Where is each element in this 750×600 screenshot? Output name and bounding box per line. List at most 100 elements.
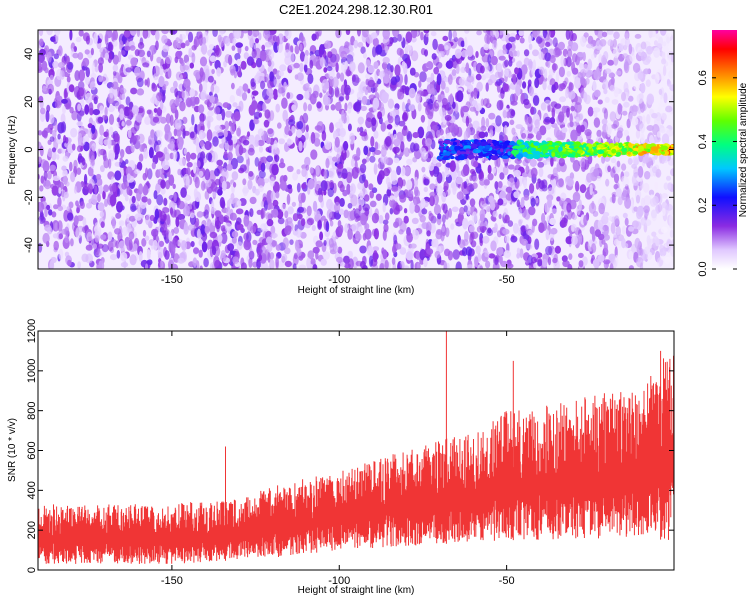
- heatmap-cell: [356, 127, 361, 133]
- heatmap-cell: [369, 146, 376, 153]
- heatmap-cell: [529, 183, 535, 194]
- heatmap-cell: [392, 30, 400, 38]
- heatmap-cell: [524, 115, 529, 125]
- heatmap-cell: [148, 147, 154, 159]
- heatmap-cell: [183, 148, 187, 155]
- heatmap-cell: [158, 75, 165, 88]
- heatmap-cell: [426, 221, 432, 233]
- heatmap-cell: [571, 235, 578, 246]
- heatmap-cell: [519, 248, 524, 259]
- heatmap-cell: [120, 149, 125, 158]
- heatmap-cell: [85, 92, 93, 104]
- heatmap-cell: [574, 77, 582, 89]
- heatmap-cell: [268, 49, 275, 60]
- heatmap-cell: [360, 260, 366, 269]
- heatmap-cell: [142, 62, 150, 68]
- heatmap-cell: [269, 176, 275, 187]
- heatmap-cell: [341, 62, 347, 73]
- heatmap-cell: [189, 202, 193, 210]
- heatmap-cell: [398, 120, 406, 127]
- heatmap-cell: [272, 199, 279, 207]
- heatmap-cell: [189, 131, 195, 139]
- heatmap-cell: [262, 30, 271, 40]
- heatmap-cell: [196, 160, 201, 168]
- heatmap-cell: [558, 157, 566, 167]
- heatmap-cell: [482, 203, 490, 210]
- heatmap-cell: [216, 159, 223, 166]
- heatmap-cell: [483, 30, 487, 33]
- heatmap-cell: [57, 205, 64, 212]
- heatmap-cell: [183, 224, 189, 235]
- heatmap-cell: [174, 87, 179, 98]
- heatmap-cell: [329, 220, 334, 227]
- heatmap-cell: [479, 265, 483, 269]
- heatmap-cell: [579, 184, 587, 194]
- heatmap-cell: [567, 48, 573, 59]
- heatmap-cell: [373, 61, 379, 69]
- heatmap-cell: [557, 41, 566, 51]
- heatmap-cell: [365, 59, 371, 68]
- heatmap-cell: [38, 61, 42, 69]
- heatmap-cell: [54, 30, 61, 36]
- heatmap-cell: [593, 117, 601, 128]
- heatmap-cell: [514, 158, 522, 165]
- heatmap-cell: [666, 51, 672, 61]
- heatmap-cell: [403, 166, 411, 177]
- heatmap-cell: [449, 160, 456, 172]
- heatmap-cell: [359, 190, 364, 201]
- heatmap-cell: [323, 169, 328, 180]
- heatmap-cell: [474, 256, 479, 268]
- heatmap-cell: [144, 263, 149, 269]
- heatmap-cell: [58, 187, 62, 194]
- heatmap-cell: [198, 83, 203, 93]
- heatmap-cell: [372, 37, 379, 47]
- heatmap-cell: [175, 216, 180, 228]
- heatmap-cell: [515, 84, 521, 97]
- heatmap-cell: [254, 231, 261, 237]
- heatmap-cell: [314, 210, 321, 218]
- heatmap-cell: [406, 179, 413, 191]
- heatmap-cell: [99, 105, 104, 114]
- heatmap-cell: [145, 167, 149, 178]
- heatmap-cell: [532, 95, 540, 106]
- heatmap-cell: [393, 234, 398, 245]
- heatmap-cell: [156, 140, 162, 146]
- heatmap-cell: [626, 135, 630, 143]
- heatmap-cell: [265, 159, 271, 170]
- heatmap-cell: [419, 71, 427, 83]
- heatmap-cell: [223, 129, 228, 138]
- heatmap-cell: [643, 219, 652, 227]
- heatmap-cell: [349, 132, 355, 145]
- heatmap-cell: [148, 134, 156, 145]
- heatmap-cell: [42, 232, 50, 244]
- heatmap-cell: [410, 243, 417, 249]
- heatmap-cell: [661, 46, 669, 53]
- heatmap-cell: [284, 247, 291, 255]
- heatmap-cell: [580, 76, 586, 86]
- heatmap-cell: [657, 203, 662, 213]
- heatmap-cell: [348, 45, 354, 51]
- heatmap-cell: [289, 239, 294, 246]
- heatmap-cell: [91, 124, 96, 134]
- heatmap-cell: [373, 149, 382, 155]
- heatmap-cell: [441, 225, 446, 233]
- heatmap-cell: [150, 96, 158, 104]
- signal-cell: [469, 143, 478, 149]
- heatmap-cell: [417, 126, 425, 139]
- heatmap-cell: [670, 52, 674, 63]
- heatmap-cell: [505, 42, 513, 51]
- heatmap-cell: [378, 170, 385, 180]
- heatmap-cell: [141, 238, 147, 247]
- heatmap-cell: [347, 105, 352, 114]
- heatmap-cell: [125, 96, 131, 106]
- heatmap-cell: [150, 30, 157, 36]
- heatmap-cell: [442, 214, 446, 224]
- signal-cell: [438, 140, 443, 144]
- heatmap-cell: [147, 168, 153, 180]
- heatmap-cell: [441, 191, 447, 203]
- heatmap-cell: [551, 107, 555, 119]
- heatmap-cell: [119, 108, 125, 120]
- heatmap-cell: [426, 125, 431, 133]
- heatmap-cell: [537, 161, 545, 168]
- heatmap-cell: [212, 246, 217, 256]
